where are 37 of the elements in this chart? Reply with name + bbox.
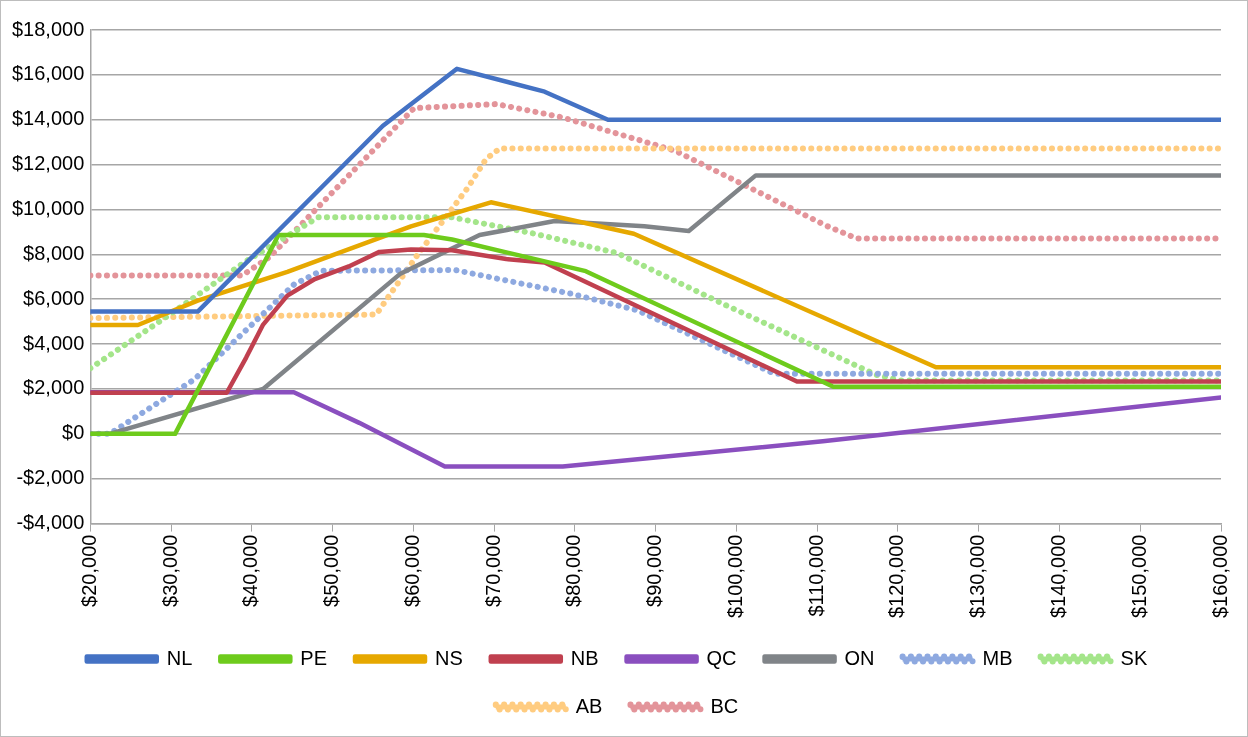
x-tick-label: $130,000: [966, 534, 989, 618]
legend-label: SK: [1120, 646, 1148, 669]
y-tick-label: $4,000: [23, 331, 85, 354]
y-tick-label: -$4,000: [16, 511, 85, 534]
y-tick-label: $14,000: [12, 107, 85, 130]
y-tick-label: $6,000: [23, 286, 85, 309]
y-tick-label: $16,000: [12, 62, 85, 85]
legend-label: NL: [166, 646, 193, 669]
x-tick-label: $100,000: [723, 534, 746, 618]
y-tick-label: $2,000: [23, 376, 85, 399]
legend-label: ON: [844, 646, 875, 669]
legend-label: NB: [570, 646, 599, 669]
x-tick-label: $70,000: [481, 534, 504, 607]
legend-label: PE: [300, 646, 328, 669]
y-tick-label: $12,000: [12, 152, 85, 175]
legend-label: MB: [982, 646, 1013, 669]
x-tick-label: $160,000: [1208, 534, 1231, 618]
x-tick-label: $60,000: [400, 534, 423, 607]
x-tick-label: $80,000: [562, 534, 585, 607]
y-tick-label: $10,000: [12, 197, 85, 219]
x-tick-label: $140,000: [1046, 534, 1069, 618]
y-tick-label: $8,000: [23, 241, 85, 264]
y-tick-label: $18,000: [12, 17, 85, 40]
x-tick-label: $40,000: [239, 534, 262, 607]
x-tick-label: $20,000: [77, 534, 100, 607]
x-tick-label: $30,000: [158, 534, 181, 607]
x-tick-label: $50,000: [320, 534, 343, 607]
legend-label: QC: [706, 646, 737, 669]
x-tick-label: $110,000: [804, 534, 827, 617]
x-tick-label: $90,000: [643, 534, 666, 607]
y-tick-label: $0: [62, 421, 85, 444]
legend-label: NS: [435, 646, 463, 669]
x-tick-label: $120,000: [885, 534, 908, 618]
y-tick-label: -$2,000: [16, 466, 85, 489]
legend-label: AB: [575, 694, 603, 717]
legend-label: BC: [710, 694, 739, 717]
x-tick-label: $150,000: [1127, 534, 1150, 618]
